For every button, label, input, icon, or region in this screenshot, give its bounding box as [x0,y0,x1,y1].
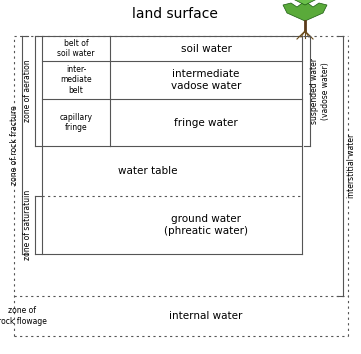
Text: zone of
rock flowage: zone of rock flowage [0,306,47,326]
Text: zone of saturatuin: zone of saturatuin [23,190,32,260]
Text: intermediate
vadose water: intermediate vadose water [171,69,241,91]
Text: ground water
(phreatic water): ground water (phreatic water) [164,214,248,236]
Text: zone of aeration: zone of aeration [23,60,32,122]
Text: capillary
fringe: capillary fringe [60,113,92,132]
Text: interstitial water: interstitial water [347,134,356,198]
Text: fringe water: fringe water [174,118,238,127]
Text: belt of
soil water: belt of soil water [57,39,95,58]
Polygon shape [283,1,327,21]
Text: inter-
mediate
belt: inter- mediate belt [60,65,92,95]
Text: water table: water table [118,166,178,176]
Text: suspended water
(vadose water): suspended water (vadose water) [310,58,330,124]
Polygon shape [291,0,319,5]
Text: internal water: internal water [169,311,243,321]
Text: soil water: soil water [180,44,231,53]
Text: zone of rock fracture: zone of rock fracture [10,105,19,185]
Text: land surface: land surface [132,7,218,21]
